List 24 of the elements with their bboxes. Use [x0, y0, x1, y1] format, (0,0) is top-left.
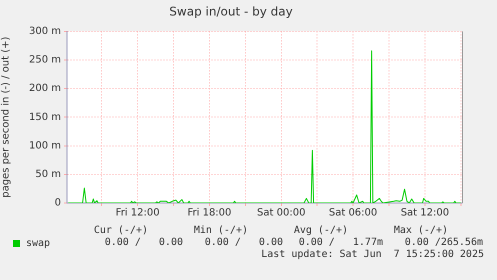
y-tick-label: 200 m [28, 83, 61, 94]
x-tick-label: Sat 12:00 [400, 208, 450, 219]
text: Avg (-/+) [294, 225, 348, 236]
x-tick-label: Sat 06:00 [328, 208, 378, 219]
text: 0.00 /265.56m [404, 237, 483, 248]
text: Max (-/+) [394, 225, 448, 236]
text: Cur (-/+) [94, 225, 148, 236]
chart-title: Swap in/out - by day [169, 4, 293, 18]
text: 0.00 / 0.00 [104, 237, 183, 248]
x-tick-label: Fri 12:00 [116, 208, 160, 219]
text: Last update: Sat Jun 7 15:25:00 2025 [261, 249, 484, 260]
y-tick-label: 300 m [28, 26, 61, 37]
y-tick-label: 50 m [35, 168, 61, 180]
y-axis-title: pages per second in (-) / out (+) [0, 36, 12, 198]
x-tick-label: Sat 00:00 [257, 208, 306, 219]
x-tick-label: Fri 18:00 [187, 208, 232, 219]
y-tick-label: 0 [54, 198, 61, 209]
text: 0.00 / 1.77m [298, 237, 383, 248]
text: Min (-/+) [194, 225, 248, 236]
y-tick-label: 150 m [28, 112, 61, 123]
y-tick-label: 100 m [28, 140, 61, 152]
y-tick-label: 250 m [28, 54, 61, 66]
legend-label: swap [26, 238, 50, 249]
text: 0.00 / 0.00 [204, 237, 283, 248]
